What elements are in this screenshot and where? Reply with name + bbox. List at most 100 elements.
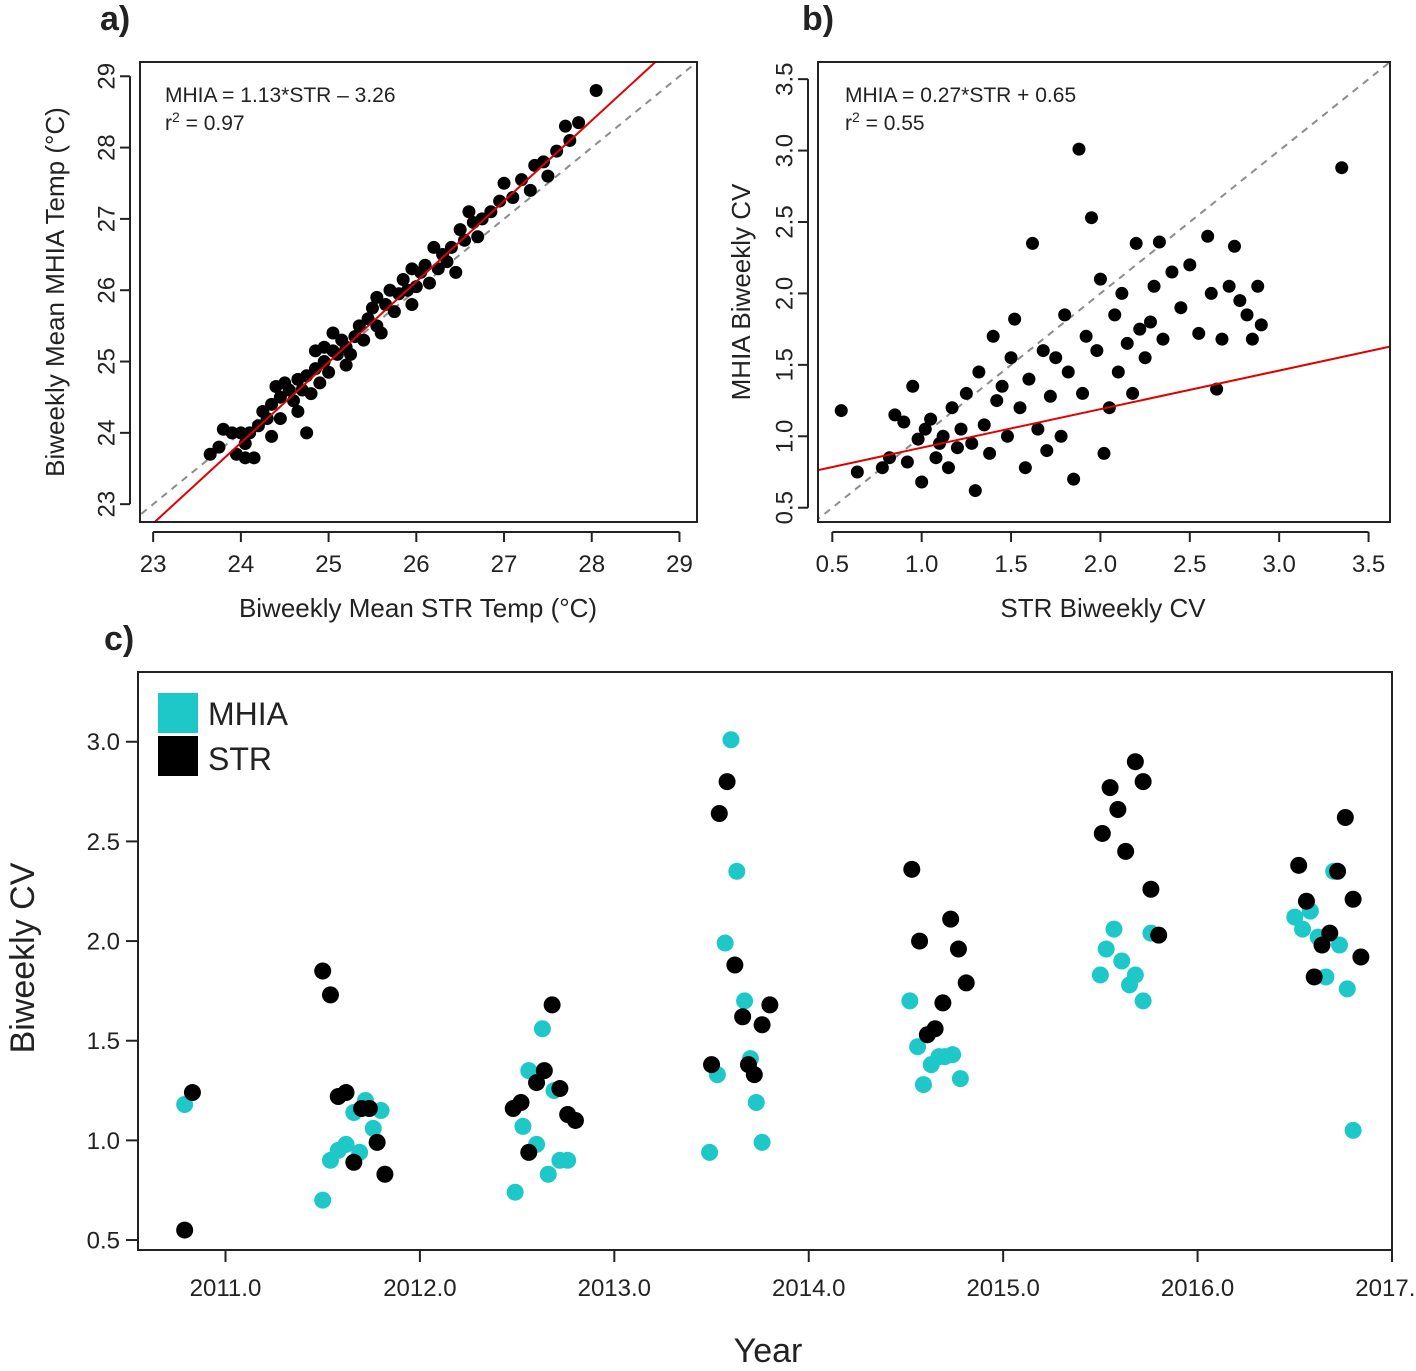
panel-b-point [1165, 265, 1179, 279]
point-str [1305, 968, 1323, 986]
panel-c-ylabel: Biweekly CV [4, 862, 42, 1053]
panel-a-point [326, 326, 340, 340]
panel-b-point [965, 436, 979, 450]
panel-a-point [396, 273, 410, 287]
panel-b-point [1022, 372, 1036, 386]
point-mhia [1126, 966, 1144, 984]
point-mhia [506, 1183, 524, 1201]
legend-swatch-mhia [158, 693, 198, 733]
panel-a-plot-area [140, 62, 697, 522]
panel-b-y-tick-label: 2.5 [771, 205, 798, 238]
point-mhia [747, 1094, 765, 1112]
panel-b-point [1111, 365, 1125, 379]
panel-b-point [1031, 422, 1045, 436]
panel-a-point [339, 358, 353, 372]
point-str [314, 962, 332, 980]
panel-b-point [1061, 365, 1075, 379]
point-str [1352, 948, 1370, 966]
point-mhia [951, 1070, 969, 1088]
panel-b-point [1013, 401, 1027, 415]
point-str [1150, 926, 1168, 944]
panel-a-point [444, 240, 458, 254]
panel-a-point [304, 387, 318, 401]
panel-a-point [523, 183, 537, 197]
point-mhia [1331, 936, 1349, 954]
point-str [703, 1056, 721, 1074]
point-str [934, 994, 952, 1012]
panel-c-xlabel: Year [734, 1332, 803, 1370]
panel-a-point [471, 230, 485, 244]
point-mhia [728, 862, 746, 880]
point-str [1321, 924, 1339, 942]
panel-a-y-tick-label: 26 [93, 277, 120, 304]
panel-a-point [387, 305, 401, 319]
panel-b-r2-value: = 0.55 [860, 112, 925, 135]
point-str [535, 1062, 553, 1080]
panel-b: b) MHIA = 0.27*STR + 0.65 r2 = 0.55 STR … [726, 0, 1391, 623]
panel-a-y-tick-label: 23 [93, 491, 120, 518]
panel-c-y-tick-label: 2.5 [87, 829, 120, 856]
panel-b-point [1183, 258, 1197, 272]
point-str [321, 986, 339, 1004]
panel-b-y-tick-label: 1.5 [771, 348, 798, 381]
panel-c-label: c) [104, 620, 134, 658]
point-str [1329, 862, 1347, 880]
point-str [1290, 856, 1308, 874]
panel-b-point [911, 432, 925, 446]
panel-b-point [1152, 235, 1166, 249]
point-str [520, 1143, 538, 1161]
panel-b-point [1026, 236, 1039, 250]
panel-b-x-tick-label: 0.5 [816, 551, 849, 578]
panel-b-point [950, 441, 964, 455]
panel-b-ylabel: MHIA Biweekly CV [726, 183, 756, 400]
panel-a-point [541, 169, 555, 183]
panel-c-y-tick-label: 2.0 [87, 928, 120, 955]
panel-b-xlabel: STR Biweekly CV [1000, 593, 1206, 623]
panel-a-point [506, 191, 520, 205]
panel-b-point [1115, 286, 1129, 300]
panel-b-point [1192, 326, 1206, 340]
panel-a-x-tick-label: 26 [403, 551, 430, 578]
point-str [1134, 773, 1152, 791]
panel-a-x-tick-label: 23 [140, 551, 167, 578]
point-mhia [753, 1133, 771, 1151]
panel-a-r2: r2 = 0.97 [165, 109, 245, 135]
point-str [1093, 824, 1111, 842]
panel-a-point [422, 276, 436, 290]
point-mhia [1317, 968, 1335, 986]
panel-b-point [941, 461, 955, 475]
point-str [1117, 842, 1135, 860]
panel-b-r2: r2 = 0.55 [845, 109, 925, 135]
panel-a-label: a) [100, 0, 130, 38]
panel-a-point [265, 429, 279, 443]
panel-a-point [344, 347, 358, 361]
panel-b-point [1004, 351, 1018, 365]
panel-b-x-tick-label: 2.5 [1173, 551, 1206, 578]
panel-a: a) MHIA = 1.13*STR – 3.26 r2 = 0.97 Biwe… [40, 0, 698, 623]
panel-b-point [986, 329, 1000, 343]
panel-b-point [1000, 429, 1014, 443]
point-str [926, 1020, 944, 1038]
panel-c: c) Year Biweekly CV MHIA STR 2011.0 2012.… [4, 620, 1416, 1370]
panel-a-point [243, 426, 257, 440]
panel-b-point [1054, 429, 1068, 443]
panel-a-point [374, 326, 388, 340]
panel-a-point [322, 365, 336, 379]
panel-b-point [990, 394, 1004, 408]
panel-b-label: b) [802, 0, 834, 38]
panel-a-frame [139, 61, 698, 523]
panel-b-r2-sup: 2 [852, 109, 860, 125]
panel-a-point [497, 176, 511, 190]
panel-b-point [850, 465, 864, 479]
panel-b-point [1222, 279, 1236, 293]
point-mhia [722, 731, 740, 749]
panel-a-point [453, 223, 467, 237]
panel-b-point [1076, 386, 1090, 400]
point-mhia [909, 1038, 927, 1056]
panel-b-x-tick-label: 3.0 [1262, 551, 1295, 578]
panel-a-point [313, 376, 327, 390]
point-str [726, 956, 744, 974]
panel-b-point [1036, 344, 1050, 358]
point-str [1344, 890, 1362, 908]
